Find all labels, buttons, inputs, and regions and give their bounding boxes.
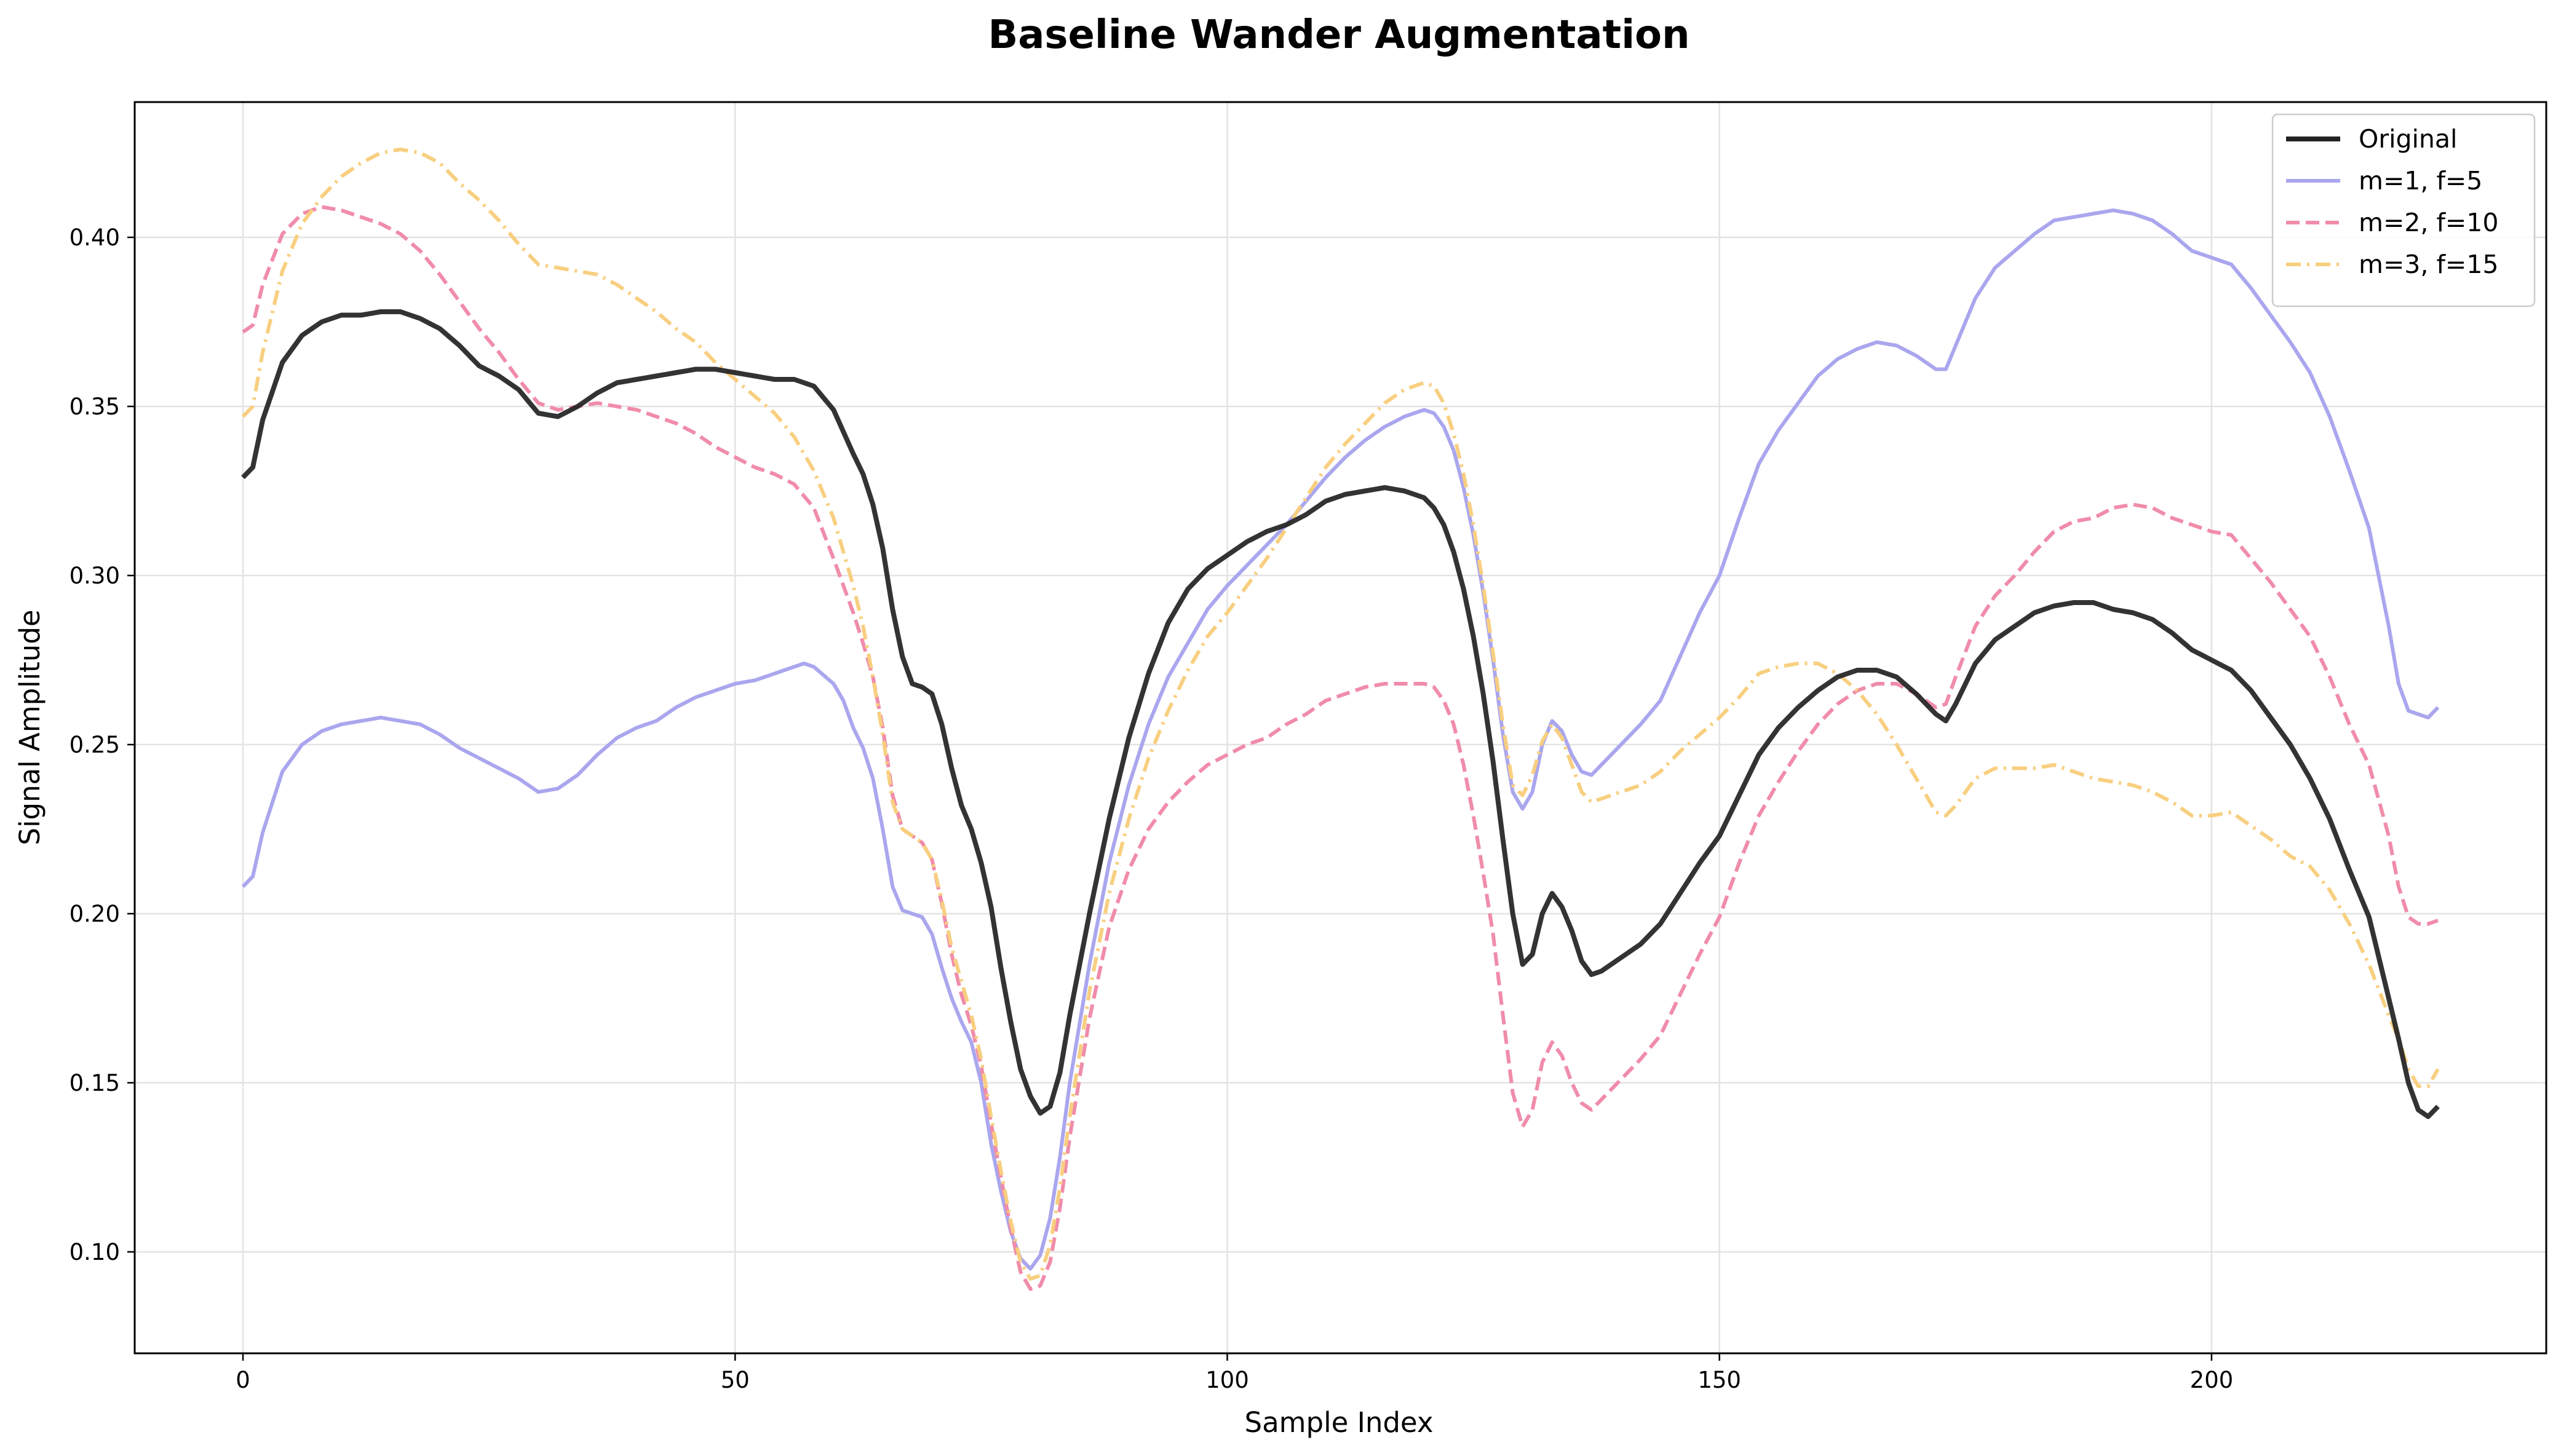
- x-tick-label: 50: [721, 1367, 750, 1393]
- legend-label: m=2, f=10: [2359, 208, 2498, 237]
- series-layer: [241, 148, 2440, 1291]
- y-tick-label: 0.35: [69, 394, 120, 420]
- x-tick-label: 150: [1697, 1367, 1741, 1393]
- series-line-original: [241, 309, 2440, 1119]
- legend-label: Original: [2359, 124, 2457, 154]
- chart-title: Baseline Wander Augmentation: [988, 12, 1689, 58]
- legend-label: m=1, f=5: [2359, 166, 2482, 196]
- x-tick-label: 0: [236, 1367, 250, 1393]
- y-axis-ticks: 0.10 0.15 0.20 0.25 0.30 0.35 0.40: [69, 224, 135, 1265]
- legend-label: m=3, f=15: [2359, 250, 2498, 279]
- x-tick-label: 100: [1205, 1367, 1249, 1393]
- y-tick-label: 0.30: [69, 563, 120, 589]
- x-axis-ticks: 0 50 100 150 200: [236, 1353, 2233, 1393]
- y-tick-label: 0.15: [69, 1070, 120, 1096]
- legend-box: [2271, 113, 2536, 307]
- y-tick-label: 0.40: [69, 224, 120, 251]
- plot-frame: [133, 101, 2547, 1355]
- series-line-m-1-f-5: [241, 208, 2440, 1271]
- series-line-m-3-f-15: [241, 148, 2440, 1281]
- legend: Original m=1, f=5 m=2, f=10 m=3, f=15: [2271, 113, 2536, 307]
- y-axis-label: Signal Amplitude: [14, 609, 46, 845]
- y-tick-label: 0.10: [69, 1239, 120, 1265]
- series-line-m-2-f-10: [242, 205, 2439, 1291]
- x-axis-label: Sample Index: [1245, 1406, 1434, 1439]
- grid-lines: [135, 102, 2546, 1353]
- x-tick-label: 200: [2190, 1367, 2234, 1393]
- y-tick-label: 0.25: [69, 732, 120, 758]
- y-tick-label: 0.20: [69, 901, 120, 927]
